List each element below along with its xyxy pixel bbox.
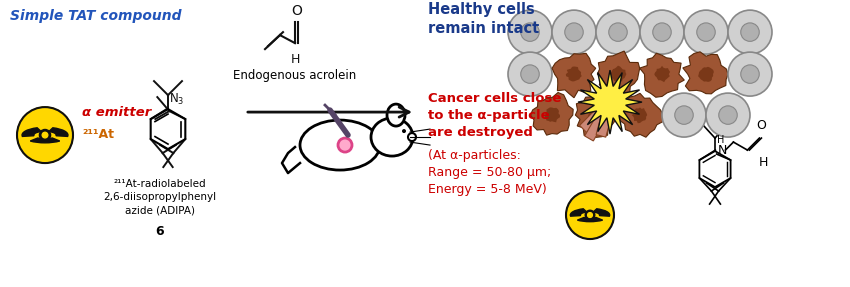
Polygon shape: [620, 93, 663, 137]
Text: Cancer cells close
to the α-particle
are destroyed: Cancer cells close to the α-particle are…: [428, 92, 561, 139]
Ellipse shape: [587, 213, 592, 218]
Wedge shape: [31, 138, 60, 143]
Text: 6: 6: [156, 225, 164, 238]
Ellipse shape: [371, 118, 413, 156]
Text: (At α-particles:
Range = 50-80 μm;
Energy = 5-8 MeV): (At α-particles: Range = 50-80 μm; Energ…: [428, 149, 552, 196]
Polygon shape: [575, 92, 618, 137]
Text: ²¹¹At: ²¹¹At: [82, 128, 114, 141]
Text: Healthy cells
remain intact: Healthy cells remain intact: [428, 2, 539, 36]
Polygon shape: [598, 51, 640, 96]
Polygon shape: [580, 98, 614, 133]
Ellipse shape: [564, 23, 583, 41]
Text: H: H: [759, 156, 768, 169]
Polygon shape: [698, 67, 714, 82]
Ellipse shape: [300, 120, 380, 170]
Ellipse shape: [684, 10, 728, 54]
Ellipse shape: [566, 191, 614, 239]
Text: Endogenous acrolein: Endogenous acrolein: [234, 69, 357, 82]
Text: Simple TAT compound: Simple TAT compound: [10, 9, 182, 23]
Wedge shape: [593, 209, 609, 216]
Ellipse shape: [39, 129, 51, 141]
Ellipse shape: [697, 23, 715, 41]
Text: ²¹¹At-radiolabeled: ²¹¹At-radiolabeled: [114, 179, 207, 189]
Ellipse shape: [402, 129, 406, 133]
Text: O: O: [292, 4, 303, 18]
Wedge shape: [570, 209, 586, 216]
Ellipse shape: [521, 65, 539, 83]
Ellipse shape: [552, 10, 596, 54]
Polygon shape: [588, 107, 604, 123]
Ellipse shape: [521, 23, 539, 41]
Ellipse shape: [719, 106, 737, 124]
Text: N: N: [717, 144, 727, 157]
Ellipse shape: [728, 52, 772, 96]
Polygon shape: [654, 66, 670, 82]
Ellipse shape: [728, 10, 772, 54]
Ellipse shape: [653, 23, 672, 41]
Ellipse shape: [42, 132, 48, 138]
Ellipse shape: [706, 93, 750, 137]
Ellipse shape: [338, 138, 352, 152]
Ellipse shape: [662, 93, 706, 137]
Ellipse shape: [508, 52, 552, 96]
Ellipse shape: [596, 10, 640, 54]
Wedge shape: [577, 218, 603, 222]
Ellipse shape: [675, 106, 694, 124]
Text: azide (ADIPA): azide (ADIPA): [125, 205, 195, 215]
Ellipse shape: [740, 65, 759, 83]
Polygon shape: [596, 101, 615, 137]
Ellipse shape: [640, 10, 684, 54]
Wedge shape: [48, 128, 68, 136]
Wedge shape: [22, 128, 41, 136]
Ellipse shape: [740, 23, 759, 41]
Text: H: H: [717, 135, 725, 145]
Ellipse shape: [609, 23, 627, 41]
Text: N$_3$: N$_3$: [168, 92, 184, 107]
Ellipse shape: [387, 104, 405, 126]
Polygon shape: [578, 70, 642, 134]
Polygon shape: [566, 67, 581, 82]
Text: O: O: [756, 119, 767, 132]
Polygon shape: [610, 66, 626, 82]
Polygon shape: [585, 100, 615, 141]
Polygon shape: [683, 52, 728, 94]
Text: α emitter: α emitter: [82, 106, 151, 119]
Ellipse shape: [585, 210, 595, 220]
Ellipse shape: [408, 133, 416, 141]
Polygon shape: [639, 53, 684, 97]
Ellipse shape: [508, 10, 552, 54]
Polygon shape: [552, 53, 596, 98]
Polygon shape: [530, 92, 573, 135]
Text: 2,6-diisopropylphenyl: 2,6-diisopropylphenyl: [104, 192, 217, 202]
Polygon shape: [632, 107, 647, 123]
Text: H: H: [291, 53, 300, 66]
Ellipse shape: [17, 107, 73, 163]
Polygon shape: [544, 107, 560, 122]
